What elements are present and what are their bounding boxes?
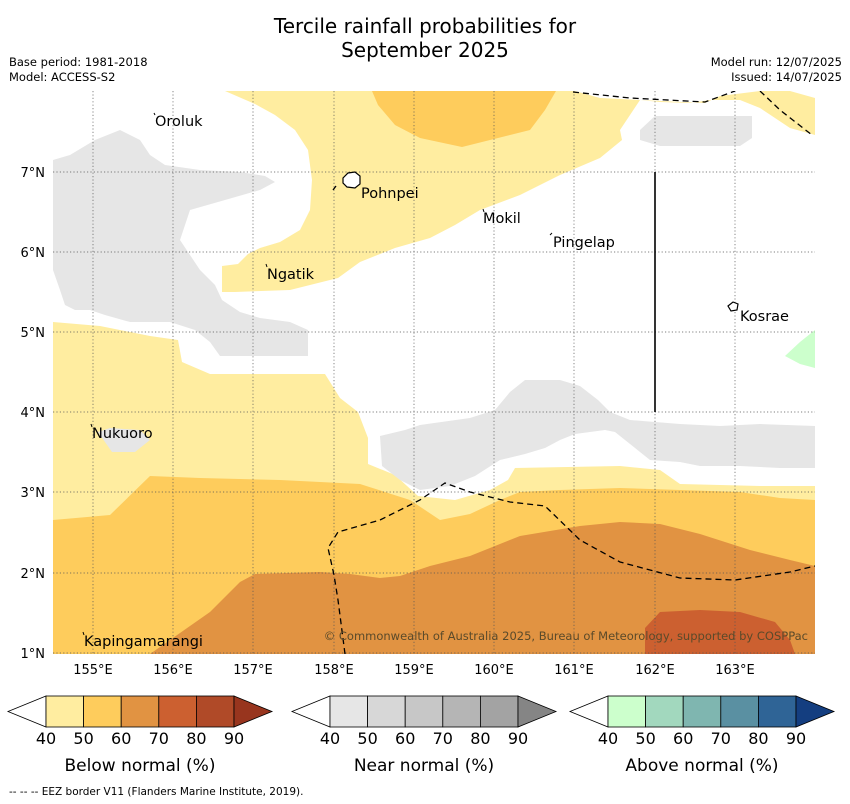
model-text: Model: ACCESS-S2: [9, 70, 116, 84]
above-normal-legend-title: Above normal (%): [625, 756, 779, 776]
eez-border: [327, 91, 815, 654]
below-normal-colorbar-segment: [83, 695, 122, 728]
near-normal-colorbar-tick-label: 50: [357, 729, 377, 748]
y-axis-ticks: 1°N 2°N 3°N 4°N 5°N 6°N 7°N: [21, 166, 46, 662]
x-tick-label: 156°E: [153, 663, 193, 678]
map-title-line-2: September 2025: [341, 38, 509, 62]
map-title-line-1: Tercile rainfall probabilities for: [273, 14, 577, 38]
above-normal-colorbar-segment: [645, 695, 684, 728]
place-label-oroluk: Oroluk: [155, 114, 203, 130]
x-tick-label: 155°E: [73, 663, 113, 678]
below-normal-colorbar-tick-label: 60: [111, 729, 131, 748]
near-normal-colorbar-tick-label: 70: [433, 729, 453, 748]
graticule: [53, 91, 815, 654]
x-tick-label: 158°E: [314, 663, 354, 678]
above-normal-colorbar-tick-label: 80: [748, 729, 768, 748]
above-normal-colorbar: 40 50 60 70 80 90: [568, 695, 836, 748]
below-normal-60-70: [150, 522, 815, 654]
issued-text: Issued: 14/07/2025: [731, 70, 842, 84]
y-tick-label: 1°N: [21, 647, 46, 662]
above-normal-colorbar-tick-label: 70: [711, 729, 731, 748]
near-normal-colorbar-tick-label: 40: [320, 729, 340, 748]
near-normal-colorbar-tick-label: 80: [470, 729, 490, 748]
above-normal-colorbar-max-arrow: [795, 695, 836, 728]
place-label-kosrae: Kosrae: [740, 309, 789, 325]
above-normal-40-50: [785, 330, 815, 368]
probability-fields: [53, 91, 815, 654]
near-normal-colorbar-tick-label: 60: [395, 729, 415, 748]
below-normal-colorbar-max-arrow: [233, 695, 274, 728]
y-tick-label: 3°N: [21, 486, 46, 501]
below-normal-70-80: [645, 610, 795, 654]
y-tick-label: 2°N: [21, 567, 46, 582]
legend-colorbars: 40 50 60 70 80 90 40 50 60 70 80 90 40 50 60 70 80 90: [6, 695, 836, 748]
above-normal-colorbar-segment: [682, 695, 722, 728]
x-axis-ticks: 155°E 156°E 157°E 158°E 159°E 160°E 161°…: [73, 663, 755, 678]
below-normal-colorbar-tick-label: 70: [149, 729, 169, 748]
y-tick-label: 5°N: [21, 326, 46, 341]
place-label-kapingamarangi: Kapingamarangi: [84, 634, 203, 650]
y-tick-label: 4°N: [21, 406, 46, 421]
place-label-pohnpei: Pohnpei: [361, 186, 419, 202]
near-normal-colorbar-max-arrow: [517, 695, 558, 728]
below-normal-colorbar-segment: [45, 695, 84, 728]
near-normal-colorbar-segment: [329, 695, 368, 728]
near-normal-40-50-center: [380, 380, 815, 490]
below-normal-colorbar-segment: [120, 695, 160, 728]
above-normal-colorbar-min-arrow: [568, 695, 609, 728]
near-normal-colorbar-segment: [479, 695, 519, 728]
copyright-notice: © Commonwealth of Australia 2025, Bureau…: [324, 629, 808, 643]
below-normal-colorbar-tick-label: 40: [36, 729, 56, 748]
kosrae-island-outline: [727, 301, 739, 312]
model-run-text: Model run: 12/07/2025: [710, 55, 842, 69]
eez-footnote: -- -- -- EEZ border V11 (Flanders Marine…: [9, 786, 304, 798]
below-normal-legend-title: Below normal (%): [64, 756, 216, 776]
place-label-pingelap: Pingelap: [553, 235, 615, 251]
above-normal-colorbar-segment: [720, 695, 759, 728]
near-normal-legend-title: Near normal (%): [353, 756, 495, 776]
y-tick-label: 7°N: [21, 166, 46, 181]
base-period-text: Base period: 1981-2018: [9, 55, 148, 69]
atoll-markers: [82, 112, 553, 636]
below-normal-colorbar-tick-label: 90: [224, 729, 244, 748]
above-normal-colorbar-segment: [607, 695, 646, 728]
near-normal-colorbar-min-arrow: [290, 695, 331, 728]
place-label-ngatik: Ngatik: [267, 267, 315, 283]
near-normal-colorbar-segment: [367, 695, 406, 728]
near-normal-colorbar-segment: [404, 695, 444, 728]
near-normal-40-50-northeast: [640, 116, 752, 146]
x-tick-label: 163°E: [715, 663, 755, 678]
near-normal-40-50-nukuoro: [98, 428, 150, 452]
above-normal-colorbar-tick-label: 50: [635, 729, 655, 748]
x-tick-label: 157°E: [233, 663, 273, 678]
below-normal-50-60-top: [372, 91, 556, 147]
below-normal-colorbar-segment: [195, 695, 235, 728]
near-normal-colorbar-tick-label: 90: [508, 729, 528, 748]
x-tick-label: 160°E: [474, 663, 514, 678]
above-normal-colorbar-tick-label: 90: [786, 729, 806, 748]
near-normal-colorbar-segment: [442, 695, 481, 728]
below-normal-colorbar-tick-label: 50: [73, 729, 93, 748]
y-tick-label: 6°N: [21, 246, 46, 261]
place-label-nukuoro: Nukuoro: [92, 426, 153, 442]
x-tick-label: 159°E: [394, 663, 434, 678]
below-normal-colorbar-tick-label: 80: [186, 729, 206, 748]
above-normal-colorbar-tick-label: 40: [598, 729, 618, 748]
place-label-mokil: Mokil: [483, 211, 521, 227]
near-normal-colorbar: 40 50 60 70 80 90: [290, 695, 558, 748]
above-normal-colorbar-tick-label: 60: [673, 729, 693, 748]
above-normal-colorbar-segment: [758, 695, 797, 728]
below-normal-colorbar-segment: [158, 695, 197, 728]
below-normal-colorbar-min-arrow: [6, 695, 47, 728]
below-normal-colorbar: 40 50 60 70 80 90: [6, 695, 274, 748]
x-tick-label: 161°E: [554, 663, 594, 678]
pohnpei-island-outline: [342, 171, 361, 189]
below-normal-40-50-top: [222, 91, 815, 292]
near-normal-40-50-west: [53, 130, 308, 356]
x-tick-label: 162°E: [635, 663, 675, 678]
